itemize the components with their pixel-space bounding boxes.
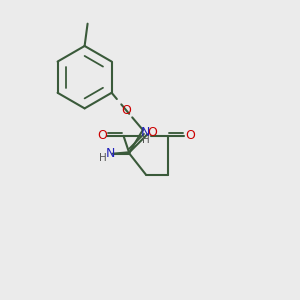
Text: H: H <box>142 135 150 145</box>
Text: O: O <box>97 129 107 142</box>
Text: N: N <box>106 147 115 160</box>
Text: O: O <box>147 126 157 140</box>
Text: O: O <box>122 104 131 117</box>
Text: H: H <box>99 153 107 163</box>
Text: N: N <box>141 126 151 140</box>
Text: O: O <box>185 129 195 142</box>
